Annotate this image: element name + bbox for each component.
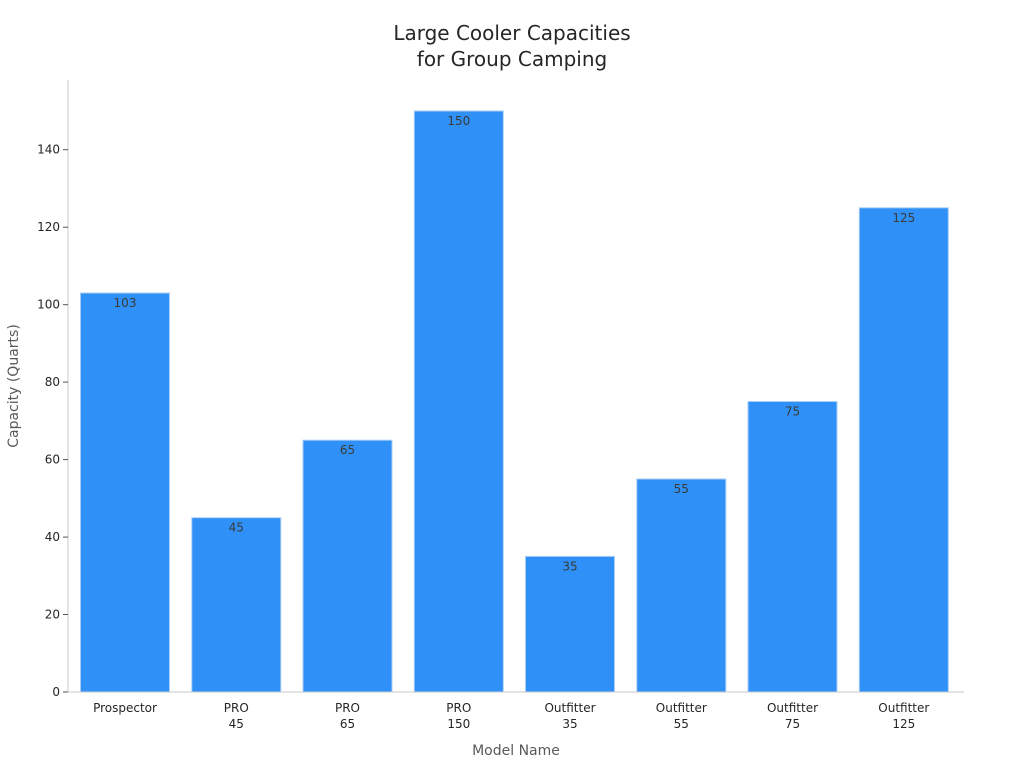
data-label: 150 [447, 114, 470, 128]
x-tick-label: 35 [562, 717, 577, 731]
bar [413, 110, 504, 693]
bar [858, 207, 949, 693]
bar [302, 439, 393, 693]
x-tick-label: PRO [335, 701, 360, 715]
chart-title-line-1: Large Cooler Capacities [393, 21, 630, 45]
y-axis-label: Capacity (Quarts) [6, 324, 22, 448]
y-axis: 0 20 40 60 80 100 120 140 [37, 80, 69, 699]
data-label: 125 [892, 211, 915, 225]
y-tick-label: 120 [37, 220, 60, 234]
y-tick-label: 40 [45, 530, 60, 544]
y-tick-label: 80 [45, 375, 60, 389]
x-tick-label: Outfitter [656, 701, 707, 715]
data-label: 65 [340, 443, 355, 457]
y-tick-label: 140 [37, 143, 60, 157]
x-tick-label: Outfitter [767, 701, 818, 715]
x-tick-label: PRO [446, 701, 471, 715]
data-label: 35 [562, 559, 577, 573]
data-label: 55 [674, 482, 689, 496]
bar [80, 292, 170, 693]
x-tick-label: Outfitter [544, 701, 595, 715]
x-tick-label: 55 [674, 717, 689, 731]
x-tick-label: 150 [447, 717, 470, 731]
x-tick-label: PRO [224, 701, 249, 715]
y-tick-label: 60 [45, 453, 60, 467]
x-tick-label: 65 [340, 717, 355, 731]
data-label: 103 [114, 296, 137, 310]
bar [525, 555, 615, 693]
bar [636, 478, 727, 693]
x-axis-label: Model Name [472, 743, 560, 759]
bar [747, 401, 838, 693]
y-tick-label: 100 [37, 298, 60, 312]
x-tick-label: Prospector [93, 701, 157, 715]
data-label: 75 [785, 405, 800, 419]
chart-title-line-2: for Group Camping [417, 47, 607, 71]
y-tick-label: 0 [52, 685, 60, 699]
y-tick-label: 20 [45, 608, 60, 622]
x-tick-label: 45 [229, 717, 244, 731]
data-label: 45 [229, 521, 244, 535]
bars-group: 103 45 65 150 35 55 75 125 [80, 110, 949, 693]
x-tick-label: 75 [785, 717, 800, 731]
x-axis: Prospector PRO 45 PRO 65 PRO 150 Outfitter 35 Out… [68, 691, 964, 731]
bar [191, 517, 282, 693]
x-tick-label: 125 [892, 717, 915, 731]
x-tick-label: Outfitter [878, 701, 929, 715]
